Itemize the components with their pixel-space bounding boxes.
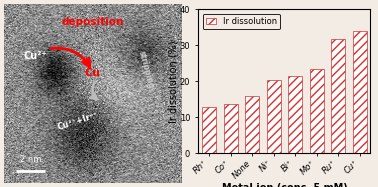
Text: stripping: stripping xyxy=(136,50,155,90)
Text: Cu: Cu xyxy=(85,68,101,78)
Bar xyxy=(267,79,281,153)
Y-axis label: Ir dissolution (%): Ir dissolution (%) xyxy=(168,40,178,123)
Bar xyxy=(202,107,216,153)
Bar xyxy=(245,96,259,153)
Bar xyxy=(353,31,367,153)
X-axis label: Metal ion (conc. 5 mM): Metal ion (conc. 5 mM) xyxy=(222,183,347,187)
Bar xyxy=(331,39,345,153)
Bar xyxy=(310,69,324,153)
Text: Cu²⁺: Cu²⁺ xyxy=(24,51,48,61)
Text: Cu²⁺+Irˣ⁺: Cu²⁺+Irˣ⁺ xyxy=(57,110,100,131)
Text: 2 nm: 2 nm xyxy=(20,155,41,164)
Text: deposition: deposition xyxy=(61,17,124,27)
Bar xyxy=(224,104,238,153)
Bar xyxy=(288,76,302,153)
Legend: Ir dissolution: Ir dissolution xyxy=(203,13,280,29)
